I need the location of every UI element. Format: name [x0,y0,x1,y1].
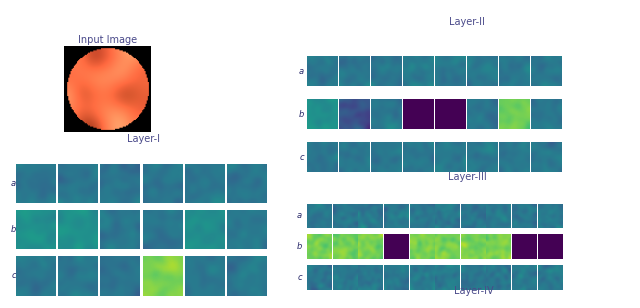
Text: a: a [11,179,16,188]
Text: c: c [299,153,304,162]
Text: c: c [297,273,302,282]
Text: b: b [11,225,16,234]
Text: a: a [297,211,302,220]
Text: Layer-III: Layer-III [448,172,486,182]
Text: b: b [297,242,302,251]
Text: c: c [11,271,16,280]
Text: Layer-IV: Layer-IV [454,286,493,296]
Text: Layer-I: Layer-I [127,134,161,144]
Title: Input Image: Input Image [77,35,137,45]
Text: a: a [299,67,304,76]
Text: Layer-II: Layer-II [449,17,485,26]
Text: b: b [299,110,304,119]
